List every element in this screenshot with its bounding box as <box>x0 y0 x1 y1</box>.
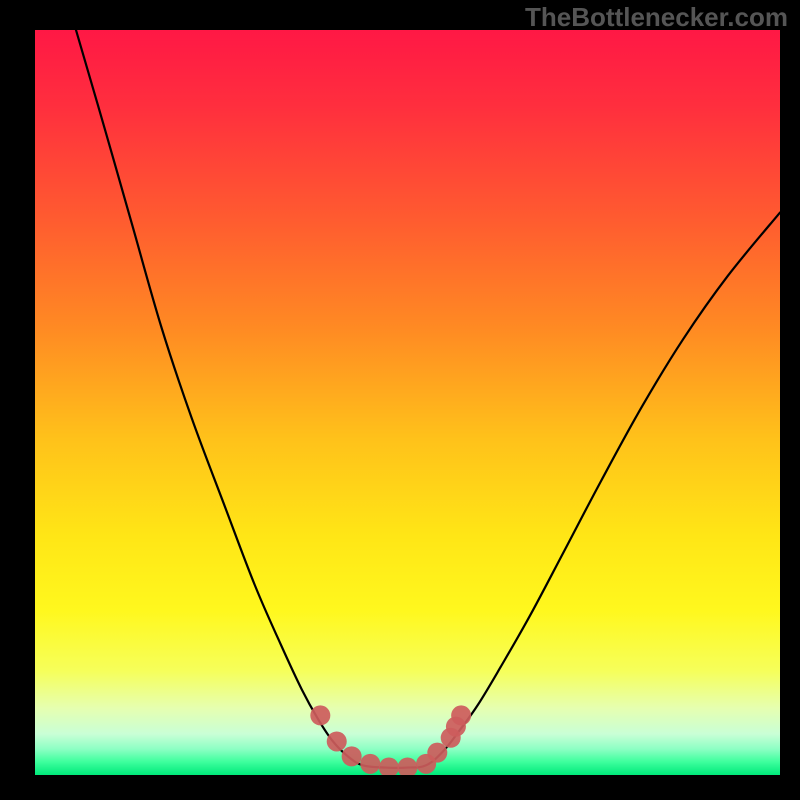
plot-area <box>35 30 780 775</box>
marker-dot <box>398 758 418 775</box>
marker-dot <box>379 758 399 775</box>
chart-overlay-svg <box>35 30 780 775</box>
marker-dot <box>327 731 347 751</box>
bottleneck-curve <box>76 30 780 768</box>
marker-dot <box>451 705 471 725</box>
marker-dot <box>427 743 447 763</box>
marker-dot <box>360 754 380 774</box>
marker-dot <box>342 746 362 766</box>
markers-group <box>310 705 471 775</box>
watermark-text: TheBottlenecker.com <box>525 2 788 33</box>
marker-dot <box>310 705 330 725</box>
chart-container: TheBottlenecker.com <box>0 0 800 800</box>
